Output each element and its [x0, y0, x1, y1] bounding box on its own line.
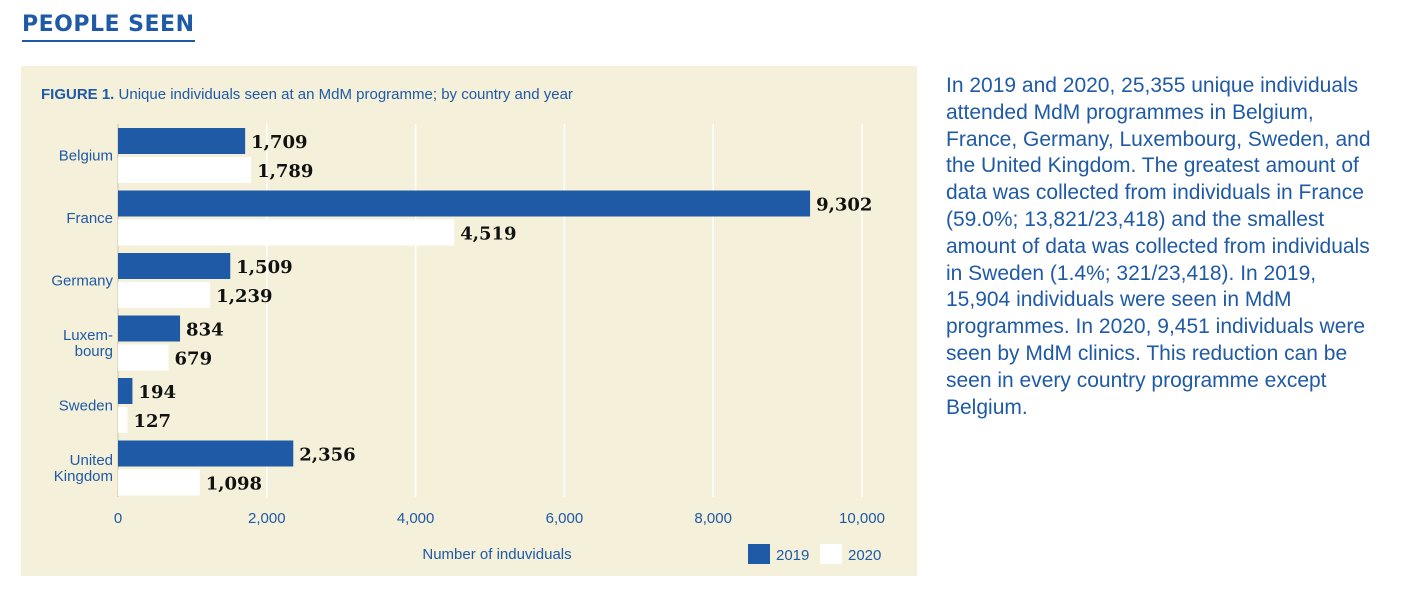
bar-2020 [118, 344, 169, 371]
figure-number: FIGURE 1. [41, 86, 115, 103]
bar-2019 [118, 378, 133, 404]
data-label: 4,519 [460, 224, 516, 245]
data-label: 194 [138, 382, 176, 403]
category-label: Luxem- [63, 327, 113, 344]
body-text: In 2019 and 2020, 25,355 unique individu… [946, 74, 1371, 419]
section-title: PEOPLE SEEN [22, 12, 195, 42]
x-tick-label: 0 [114, 510, 122, 527]
bar-2019 [118, 315, 181, 342]
category-label: Belgium [59, 148, 113, 165]
category-label: Germany [51, 273, 113, 290]
x-tick-label: 2,000 [248, 510, 286, 527]
figure-caption-text: Unique individuals seen at an MdM progra… [114, 86, 573, 103]
legend-label: 2020 [848, 547, 881, 564]
figure-caption: FIGURE 1. Unique individuals seen at an … [41, 86, 573, 103]
category-label: United [70, 452, 113, 469]
category-label: Kingdom [54, 468, 113, 485]
bar-2020 [118, 469, 200, 496]
x-tick-label: 6,000 [546, 510, 584, 527]
bar-group: 1,509 1,239 Germany [51, 253, 293, 308]
bar-2019 [118, 128, 246, 154]
bar-group: 194 127 Sweden [59, 378, 176, 433]
data-label: 1,789 [257, 161, 313, 182]
bar-2019 [118, 253, 231, 279]
data-label: 9,302 [816, 195, 872, 216]
bar-2020 [118, 157, 252, 183]
data-label: 127 [133, 411, 171, 432]
bar-group: 834 679 Luxem-bourg [63, 315, 224, 371]
bar-2019 [118, 190, 811, 217]
bar-group: 1,709 1,789 Belgium [59, 128, 313, 183]
data-label: 834 [186, 320, 224, 341]
data-label: 1,509 [236, 257, 292, 278]
data-label: 1,098 [206, 474, 262, 495]
data-label: 679 [175, 349, 213, 370]
x-axis-title: Number of induviduals [422, 546, 571, 563]
data-label: 1,239 [216, 286, 272, 307]
data-label: 2,356 [299, 445, 355, 466]
x-tick-label: 4,000 [397, 510, 435, 527]
legend-swatch-2020 [820, 544, 842, 564]
data-label: 1,709 [251, 132, 307, 153]
figure-1: FIGURE 1. Unique individuals seen at an … [21, 66, 917, 576]
x-axis-ticks: 0 2,000 4,000 6,000 8,000 10,000 [114, 510, 885, 527]
bar-chart: 1,7091,789Belgium9,3024,519France1,5091,… [51, 124, 885, 564]
bar-2019 [118, 440, 294, 467]
category-label: bourg [75, 343, 113, 360]
legend: 2019 2020 [748, 544, 881, 564]
bar-2020 [118, 282, 211, 308]
category-label: Sweden [59, 398, 113, 415]
bar-2020 [118, 407, 128, 433]
bar-group: 9,302 4,519 France [66, 190, 872, 246]
category-label: France [66, 210, 113, 227]
legend-label: 2019 [776, 547, 809, 564]
bar-2020 [118, 219, 455, 246]
x-tick-label: 8,000 [694, 510, 732, 527]
gridlines [266, 124, 863, 497]
legend-swatch-2019 [748, 544, 770, 564]
x-tick-label: 10,000 [839, 510, 885, 527]
